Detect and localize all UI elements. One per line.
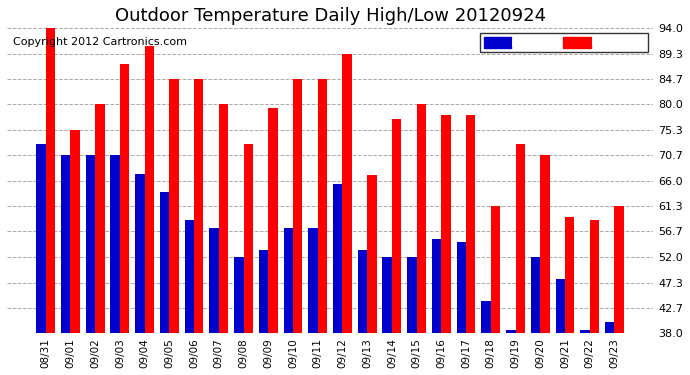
Bar [457,242,466,375]
Bar [219,104,228,375]
Bar [382,257,392,375]
Bar [407,257,417,375]
Bar [580,330,590,375]
Bar [185,220,194,375]
Bar [531,257,540,375]
Bar [120,64,129,375]
Bar [555,279,565,375]
Bar [392,119,402,375]
Bar [86,155,95,375]
Bar [417,104,426,375]
Bar [160,192,169,375]
Bar [110,155,120,375]
Bar [333,184,342,375]
Legend: Low  (°F), High  (°F): Low (°F), High (°F) [480,33,648,51]
Title: Outdoor Temperature Daily High/Low 20120924: Outdoor Temperature Daily High/Low 20120… [115,7,546,25]
Bar [169,79,179,375]
Bar [135,174,145,375]
Bar [194,79,204,375]
Bar [515,144,525,375]
Bar [506,330,515,375]
Bar [540,155,550,375]
Bar [61,155,70,375]
Bar [491,206,500,375]
Bar [466,115,475,375]
Bar [95,104,105,375]
Bar [308,228,317,375]
Bar [209,228,219,375]
Bar [432,239,442,375]
Bar [234,257,244,375]
Text: Copyright 2012 Cartronics.com: Copyright 2012 Cartronics.com [13,37,188,47]
Bar [317,79,327,375]
Bar [244,144,253,375]
Bar [268,108,277,375]
Bar [482,301,491,375]
Bar [442,115,451,375]
Bar [605,322,614,375]
Bar [367,175,377,375]
Bar [46,28,55,375]
Bar [70,130,80,375]
Bar [590,220,599,375]
Bar [259,250,268,375]
Bar [293,79,302,375]
Bar [145,46,154,375]
Bar [37,144,46,375]
Bar [565,217,574,375]
Bar [357,250,367,375]
Bar [614,206,624,375]
Bar [284,228,293,375]
Bar [342,54,352,375]
